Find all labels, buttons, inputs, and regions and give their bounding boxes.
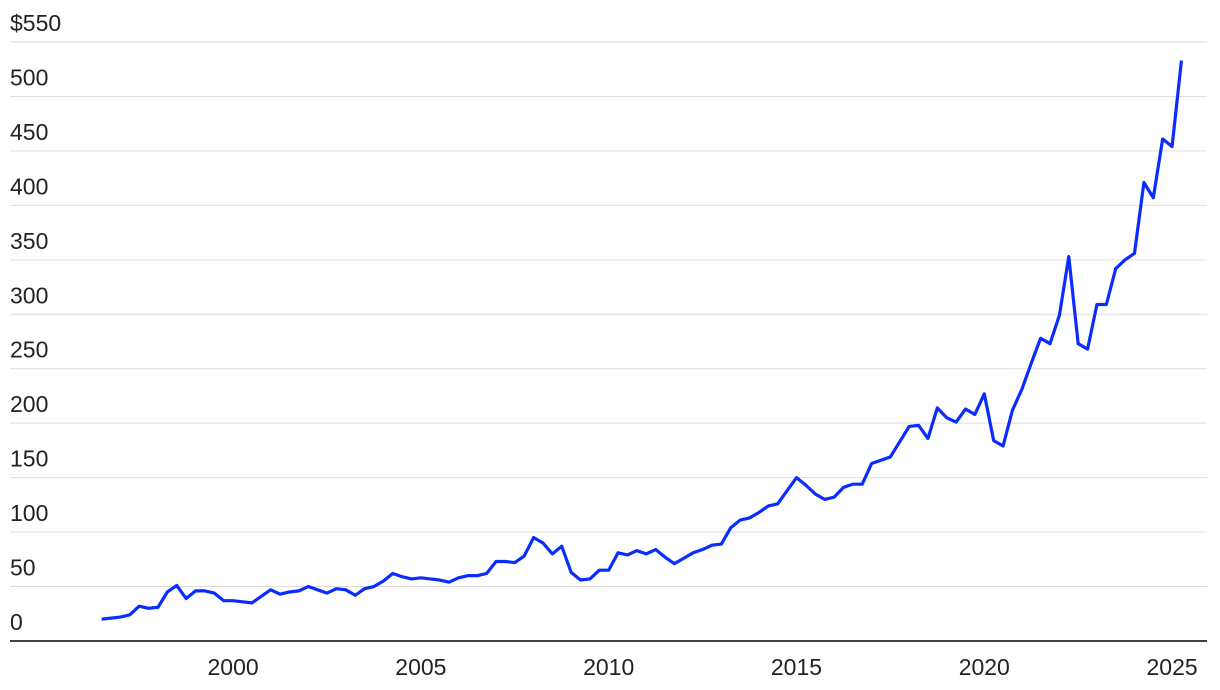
y-tick-label: 400 <box>10 173 48 199</box>
y-tick-label: 150 <box>10 446 48 472</box>
y-tick-label: 200 <box>10 391 48 417</box>
x-tick-label: 2005 <box>395 654 446 680</box>
x-tick-label: 2015 <box>771 654 822 680</box>
x-tick-label: 2020 <box>959 654 1010 680</box>
x-tick-label: 2010 <box>583 654 634 680</box>
y-tick-label: 0 <box>10 609 23 635</box>
y-tick-label: 100 <box>10 500 48 526</box>
y-tick-label: 500 <box>10 64 48 90</box>
y-tick-label: 350 <box>10 228 48 254</box>
y-tick-label: 450 <box>10 119 48 145</box>
y-tick-label: 300 <box>10 282 48 308</box>
y-tick-label: $550 <box>10 10 61 36</box>
y-tick-label: 50 <box>10 555 36 581</box>
x-tick-label: 2000 <box>208 654 259 680</box>
line <box>101 60 1184 621</box>
x-tick-label: 2025 <box>1146 654 1197 680</box>
y-tick-label: 250 <box>10 337 48 363</box>
